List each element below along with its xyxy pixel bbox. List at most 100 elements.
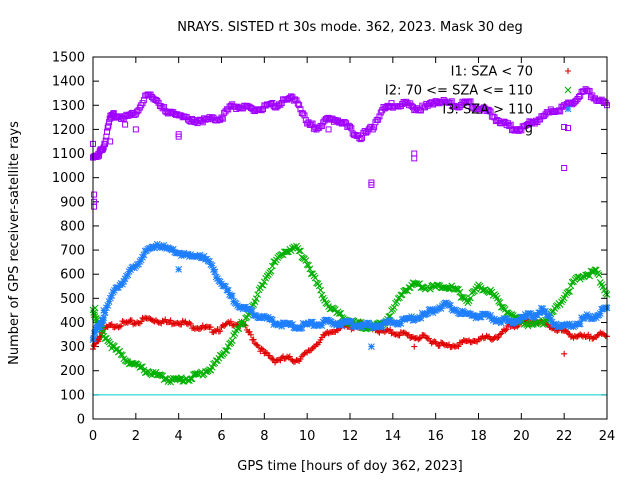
data-point xyxy=(295,247,303,255)
data-point xyxy=(457,293,465,301)
data-point xyxy=(390,303,398,311)
data-point xyxy=(121,275,129,283)
data-point xyxy=(464,338,471,345)
series-0 xyxy=(90,314,610,366)
data-point xyxy=(397,319,405,327)
data-point xyxy=(375,116,382,123)
data-point-outlier xyxy=(368,181,375,188)
data-point xyxy=(105,122,112,129)
x-tick-label: 16 xyxy=(427,429,444,444)
y-tick-label: 100 xyxy=(60,388,85,403)
data-point xyxy=(289,321,296,328)
data-point xyxy=(260,278,268,286)
y-tick-label: 1200 xyxy=(52,123,85,138)
data-point xyxy=(542,307,549,315)
data-point-outlier xyxy=(368,343,375,350)
data-point xyxy=(186,319,193,326)
data-point xyxy=(566,288,573,295)
data-point xyxy=(426,285,434,293)
data-point xyxy=(120,318,127,325)
data-point xyxy=(565,330,572,337)
data-point xyxy=(258,345,265,352)
data-point xyxy=(162,316,169,323)
data-point xyxy=(582,313,589,321)
series-marks xyxy=(89,86,611,386)
data-point xyxy=(393,331,400,338)
data-point xyxy=(378,324,386,331)
data-point-outlier xyxy=(175,265,183,273)
x-tick-label: 2 xyxy=(132,429,140,444)
data-point xyxy=(567,333,574,340)
data-point-outlier xyxy=(91,191,98,198)
data-point xyxy=(187,375,195,383)
data-point xyxy=(335,310,343,317)
data-point xyxy=(91,328,99,336)
data-point xyxy=(268,316,276,324)
data-point xyxy=(315,282,323,290)
data-point xyxy=(441,284,449,292)
chart-title: NRAYS. SISTED rt 30s mode. 362, 2023. Ma… xyxy=(177,20,523,35)
data-point xyxy=(437,305,445,312)
data-point xyxy=(294,357,301,364)
data-point xyxy=(455,343,462,350)
data-point xyxy=(246,328,253,335)
data-point xyxy=(138,318,145,325)
data-point xyxy=(90,335,98,342)
data-point xyxy=(468,339,475,346)
data-point xyxy=(227,318,234,325)
data-point xyxy=(447,302,454,309)
data-point xyxy=(127,359,134,367)
data-point xyxy=(483,332,490,339)
data-point xyxy=(590,335,597,342)
x-axis-label: GPS time [hours of doy 362, 2023] xyxy=(237,459,462,474)
data-point xyxy=(159,317,166,324)
y-axis-label: Number of GPS receiver-satellite rays xyxy=(7,121,22,365)
data-point xyxy=(423,334,430,341)
data-point xyxy=(305,261,312,269)
y-tick-label: 700 xyxy=(60,244,85,259)
data-point xyxy=(100,314,108,322)
data-point-outlier xyxy=(175,133,182,140)
data-point-outlier xyxy=(561,123,568,130)
data-point xyxy=(387,326,394,333)
data-point xyxy=(302,257,310,264)
data-point xyxy=(228,337,236,345)
data-point xyxy=(101,309,109,317)
data-point xyxy=(337,319,345,327)
data-point xyxy=(422,310,430,318)
data-point xyxy=(347,123,353,130)
data-point xyxy=(536,309,544,317)
data-point xyxy=(264,349,271,356)
legend-label: g xyxy=(525,122,533,137)
data-point xyxy=(139,363,146,370)
data-point xyxy=(282,248,290,256)
data-point xyxy=(255,344,262,351)
data-point xyxy=(192,370,200,378)
y-tick-label: 1000 xyxy=(52,171,85,186)
data-point xyxy=(294,100,301,107)
data-point xyxy=(135,260,142,268)
data-point xyxy=(301,350,308,357)
data-point xyxy=(188,375,196,383)
data-point-outlier xyxy=(411,343,418,350)
y-tick-label: 1500 xyxy=(52,51,85,66)
data-point xyxy=(403,330,410,337)
data-point xyxy=(140,251,148,259)
data-point xyxy=(318,123,325,130)
data-point xyxy=(197,325,204,332)
data-point xyxy=(96,323,104,331)
data-point xyxy=(520,313,528,321)
data-point xyxy=(594,332,601,339)
data-point xyxy=(90,309,98,317)
data-point xyxy=(187,320,194,327)
data-point xyxy=(130,321,137,328)
data-point xyxy=(564,288,572,296)
data-point xyxy=(217,328,224,335)
legend-marker xyxy=(565,125,571,131)
y-tick-label: 600 xyxy=(60,268,85,283)
data-point-outlier xyxy=(561,165,568,172)
data-point xyxy=(128,317,135,324)
data-point-outlier xyxy=(107,138,114,145)
data-point xyxy=(467,294,474,302)
